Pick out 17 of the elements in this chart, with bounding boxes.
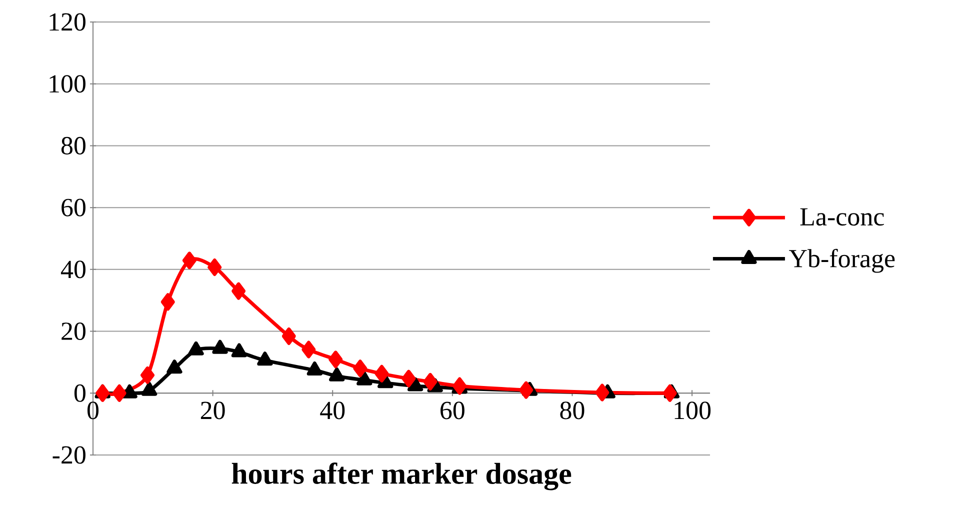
legend-label: Yb-forage — [789, 248, 895, 273]
x-tick-label: 40 — [320, 402, 345, 420]
x-tick-label: 0 — [87, 402, 99, 420]
y-tick-label: 20 — [62, 322, 86, 340]
y-tick-label: 60 — [62, 198, 86, 216]
y-tick-label: 120 — [50, 13, 86, 31]
y-tick-label: 40 — [60, 260, 86, 278]
y-tick-label: 0 — [74, 384, 86, 402]
legend-label: La-conc — [800, 208, 884, 226]
x-tick-label: 60 — [440, 402, 464, 420]
y-tick-label: -20 — [52, 446, 86, 464]
x-tick-label: 20 — [200, 402, 225, 420]
x-tick-label: 80 — [560, 402, 584, 420]
y-tick-label: 80 — [61, 136, 86, 154]
x-tick-label: 100 — [674, 402, 711, 420]
y-tick-label: 100 — [50, 75, 86, 93]
x-axis-title: hours after marker dosage — [232, 462, 572, 490]
